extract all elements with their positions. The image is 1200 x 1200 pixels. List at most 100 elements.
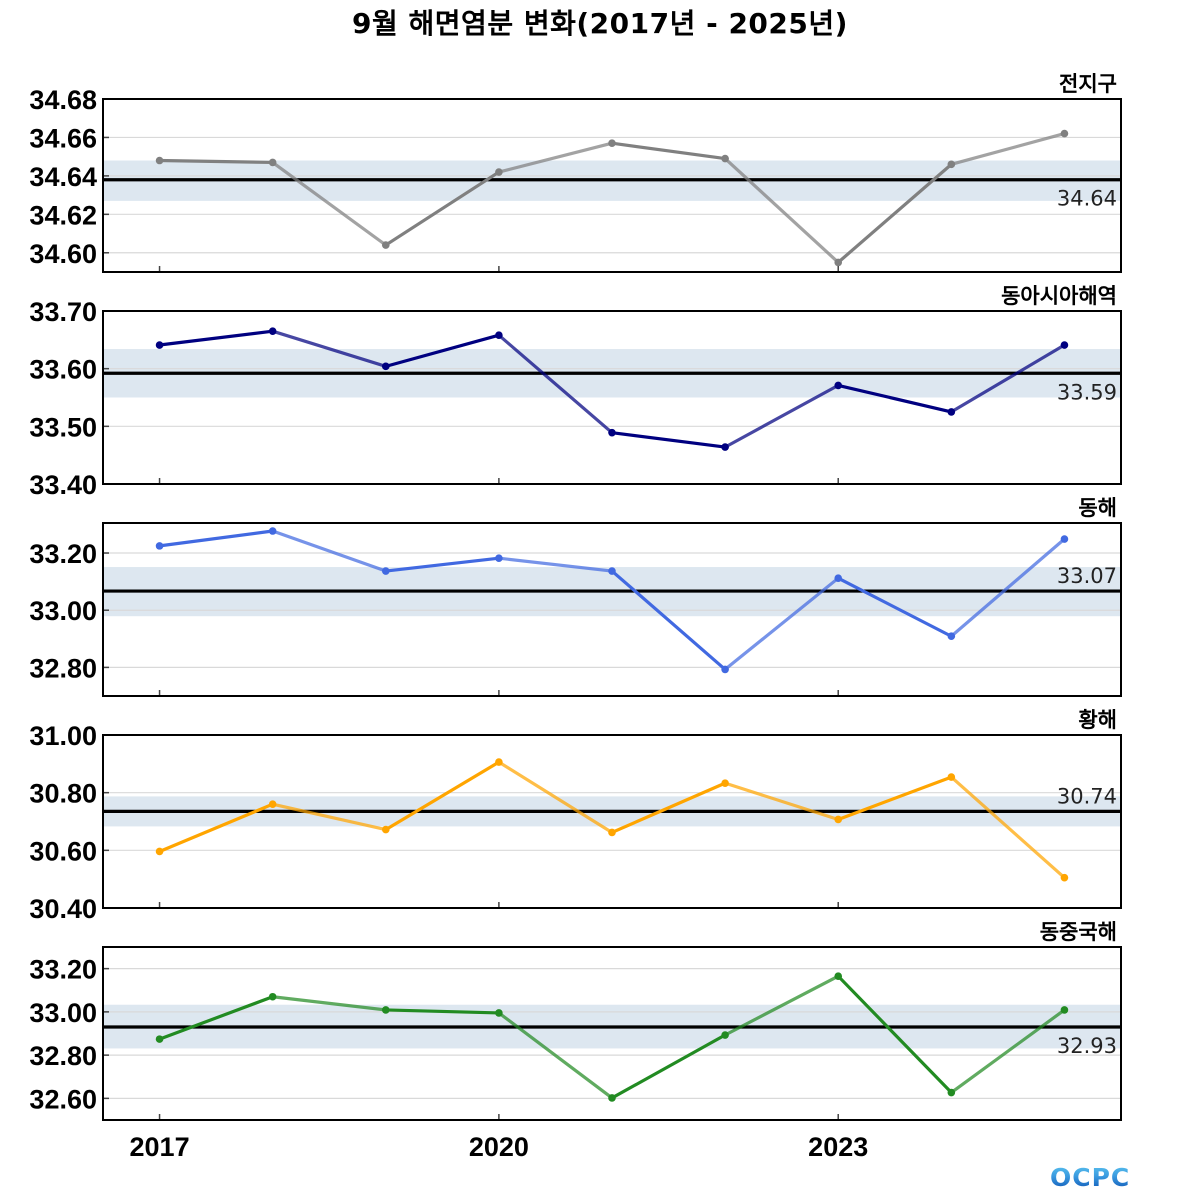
data-point bbox=[1060, 129, 1069, 138]
series-segment bbox=[497, 1011, 614, 1100]
data-point bbox=[608, 828, 616, 837]
data-point bbox=[834, 574, 843, 582]
data-point bbox=[1060, 873, 1069, 882]
panel-frame bbox=[102, 522, 1122, 697]
panel-4: 30.40 30.60 30.80 31.00 30.74 황해 bbox=[29, 708, 1122, 924]
series-segment bbox=[836, 576, 953, 638]
y-tick-label: 32.60 bbox=[29, 1084, 97, 1114]
panel-title: 동해 bbox=[1078, 496, 1117, 520]
series-segment bbox=[157, 529, 275, 548]
data-point bbox=[721, 443, 729, 451]
y-tick-label: 34.66 bbox=[29, 123, 97, 153]
series-segment bbox=[949, 1008, 1067, 1095]
series-segment bbox=[836, 162, 953, 264]
y-tick-label: 33.60 bbox=[29, 355, 97, 385]
data-point bbox=[721, 1031, 729, 1039]
series-segment bbox=[157, 802, 275, 854]
data-point bbox=[155, 156, 164, 165]
data-point bbox=[381, 825, 390, 834]
series-segment bbox=[949, 537, 1067, 638]
y-tick-label: 32.80 bbox=[29, 1041, 97, 1071]
data-point bbox=[721, 154, 729, 163]
data-point bbox=[268, 158, 277, 167]
series-segment bbox=[384, 556, 501, 573]
data-point bbox=[1060, 535, 1069, 543]
series-segment bbox=[723, 383, 840, 449]
data-point bbox=[495, 554, 503, 562]
panel-title: 동아시아해역 bbox=[1001, 284, 1117, 308]
y-tick-label: 34.68 bbox=[29, 85, 97, 115]
series-segment bbox=[610, 1033, 727, 1100]
series-segment bbox=[497, 333, 614, 435]
series-segment bbox=[497, 141, 614, 174]
series-segment bbox=[271, 802, 388, 832]
data-point bbox=[495, 331, 503, 340]
series-segment bbox=[836, 775, 953, 822]
data-point bbox=[947, 1088, 956, 1097]
data-point bbox=[495, 1009, 503, 1017]
data-point bbox=[155, 847, 164, 856]
x-tick-label: 2020 bbox=[469, 1132, 529, 1162]
series-segment bbox=[723, 974, 840, 1037]
series-segment bbox=[271, 160, 388, 247]
panel-3: 32.80 33.00 33.20 33.07 동해 bbox=[29, 496, 1122, 697]
panel-2: 33.40 33.50 33.60 33.70 33.59 동아시아해역 bbox=[29, 284, 1122, 500]
data-point bbox=[268, 992, 277, 1001]
data-point bbox=[381, 567, 390, 575]
series-segment bbox=[723, 781, 840, 822]
y-tick-label: 34.60 bbox=[29, 239, 97, 269]
y-tick-label: 30.80 bbox=[29, 779, 97, 809]
panel-title: 황해 bbox=[1078, 708, 1117, 732]
data-point bbox=[608, 428, 616, 437]
series-segment bbox=[610, 141, 727, 161]
y-tick-label: 33.20 bbox=[29, 955, 97, 985]
series-segment bbox=[723, 576, 840, 672]
panel-title: 동중국해 bbox=[1040, 920, 1117, 944]
x-tick-label: 2023 bbox=[808, 1132, 868, 1162]
data-point bbox=[947, 408, 956, 416]
y-tick-label: 33.40 bbox=[29, 470, 97, 500]
y-tick-label: 30.60 bbox=[29, 836, 97, 866]
series-segment bbox=[610, 781, 727, 835]
data-point bbox=[381, 1006, 390, 1014]
y-tick-label: 34.62 bbox=[29, 200, 97, 230]
chart-title: 9월 해면염분 변화(2017년 - 2025년) bbox=[352, 7, 848, 40]
x-tick-label: 2017 bbox=[130, 1132, 190, 1162]
data-point bbox=[608, 567, 616, 575]
series-segment bbox=[271, 529, 388, 573]
series-segment bbox=[497, 556, 614, 573]
series-segment bbox=[836, 383, 953, 414]
y-tick-label: 32.80 bbox=[29, 653, 97, 683]
y-tick-label: 31.00 bbox=[29, 721, 97, 751]
y-tick-label: 34.64 bbox=[29, 162, 97, 192]
data-point bbox=[381, 362, 390, 371]
data-point bbox=[947, 160, 956, 169]
y-tick-label: 33.00 bbox=[29, 596, 97, 626]
mean-label: 33.07 bbox=[1057, 564, 1117, 588]
data-point bbox=[268, 800, 277, 808]
y-tick-label: 30.40 bbox=[29, 894, 97, 924]
data-point bbox=[947, 773, 956, 781]
y-tick-label: 33.50 bbox=[29, 412, 97, 442]
panel-frame bbox=[102, 734, 1122, 909]
series-segment bbox=[384, 333, 501, 368]
data-point bbox=[495, 758, 503, 766]
data-point bbox=[1060, 341, 1069, 349]
series-segment bbox=[836, 974, 953, 1095]
ocpc-logo: OCPC bbox=[1050, 1163, 1131, 1192]
data-point bbox=[1060, 1006, 1069, 1014]
series-segment bbox=[271, 995, 388, 1012]
data-point bbox=[834, 258, 843, 267]
series-segment bbox=[384, 170, 501, 247]
panel-frame bbox=[102, 310, 1122, 485]
data-point bbox=[947, 632, 956, 641]
series-segment bbox=[949, 775, 1067, 880]
data-point bbox=[721, 665, 729, 674]
mean-label: 32.93 bbox=[1057, 1034, 1117, 1058]
data-point bbox=[834, 815, 843, 824]
panel-frame bbox=[102, 98, 1122, 273]
series-segment bbox=[949, 132, 1067, 166]
data-point bbox=[721, 779, 729, 787]
data-point bbox=[608, 1094, 616, 1102]
